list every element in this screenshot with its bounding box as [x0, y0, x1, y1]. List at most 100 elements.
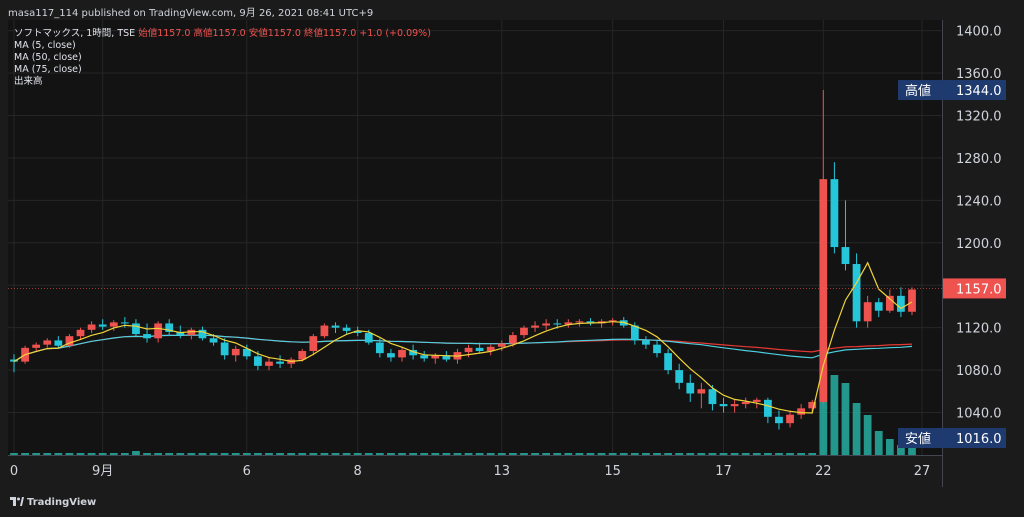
- volume-bar: [176, 453, 185, 455]
- candle-body: [309, 336, 318, 352]
- volume-bar: [497, 453, 506, 455]
- legend-volume[interactable]: 出来高: [14, 76, 43, 87]
- candle-body: [98, 324, 107, 327]
- volume-bar: [642, 453, 650, 455]
- candle-body: [797, 408, 806, 415]
- candle-body: [143, 334, 151, 339]
- volume-bar: [520, 453, 528, 455]
- volume-bar: [797, 453, 806, 455]
- volume-bar: [309, 453, 318, 455]
- x-tick-label: 22: [815, 464, 832, 479]
- candle-body: [897, 295, 905, 312]
- candle-body: [464, 347, 473, 353]
- ma5-line: [13, 261, 913, 414]
- candle-body: [54, 340, 63, 346]
- volume-bar: [187, 453, 196, 455]
- candle-body: [752, 399, 761, 402]
- y-tick-label: 1400.0: [956, 25, 1002, 40]
- volume-bar: [453, 453, 462, 455]
- brand-name: TradingView: [27, 497, 97, 508]
- volume-bar: [409, 453, 417, 455]
- volume-bar: [464, 453, 473, 455]
- last-price-badge: [943, 278, 1006, 299]
- candle-body: [32, 344, 41, 348]
- hl-badge: [898, 428, 1006, 449]
- footer-bar: TradingView: [0, 487, 1024, 517]
- candle-body: [431, 355, 440, 359]
- y-tick-label: 1280.0: [956, 152, 1002, 167]
- volume-bar: [65, 453, 74, 455]
- time-axis-background: [8, 455, 942, 487]
- candle-body: [509, 335, 517, 344]
- hl-name: 安値: [905, 431, 931, 447]
- candle-body: [708, 389, 717, 405]
- candle-body: [908, 289, 916, 312]
- volume-bar: [697, 453, 706, 455]
- volume-bar: [830, 375, 839, 455]
- volume-bar: [43, 453, 52, 455]
- volume-bar: [819, 365, 828, 455]
- ohlc-values: 始値1157.0 高値1157.0 安値1157.0 終値1157.0 +1.0…: [138, 28, 431, 39]
- volume-bar: [54, 453, 63, 455]
- candle-body: [686, 382, 695, 394]
- candle-body: [808, 401, 817, 409]
- volume-bar: [242, 453, 251, 455]
- volume-bar: [76, 453, 85, 455]
- symbol-label[interactable]: ソフトマックス, 1時間, TSE: [14, 28, 136, 39]
- volume-bar: [254, 453, 262, 455]
- candle-body: [553, 323, 562, 325]
- volume-bar: [509, 453, 517, 455]
- candle-body: [220, 342, 229, 356]
- legend-ma5[interactable]: MA (5, close): [14, 40, 76, 51]
- candle-body: [198, 329, 207, 339]
- price-chart[interactable]: 1400.01360.01320.01280.01240.01200.01160…: [8, 20, 1016, 487]
- volume-bar: [21, 453, 29, 455]
- tradingview-brand[interactable]: TradingView: [10, 497, 96, 508]
- publisher-bar: masa117_114 published on TradingView.com…: [0, 0, 1024, 20]
- candle-body: [375, 342, 384, 354]
- y-tick-label: 1320.0: [956, 109, 1002, 124]
- candle-body: [520, 327, 528, 336]
- volume-bar: [908, 447, 916, 455]
- y-tick-label: 1080.0: [956, 364, 1002, 379]
- candle-body: [819, 179, 828, 402]
- volume-bar: [863, 415, 872, 455]
- volume-bar: [730, 453, 739, 455]
- volume-bar: [786, 453, 794, 455]
- candle-body: [564, 322, 573, 325]
- candle-body: [874, 302, 883, 311]
- candle-body: [852, 264, 861, 322]
- candle-body: [885, 295, 894, 311]
- volume-bar: [298, 453, 307, 455]
- volume-bar: [442, 453, 451, 455]
- candle-body: [398, 349, 406, 358]
- candle-body: [409, 349, 417, 356]
- volume-bar: [398, 453, 406, 455]
- volume-bar: [653, 453, 661, 455]
- volume-bar: [331, 453, 340, 455]
- volume-bar: [87, 453, 96, 455]
- candle-body: [719, 404, 728, 407]
- legend-ma75[interactable]: MA (75, close): [14, 64, 82, 75]
- candle-body: [10, 359, 18, 362]
- candle-body: [730, 404, 739, 407]
- volume-bar: [752, 453, 761, 455]
- candle-body: [841, 247, 850, 265]
- tradingview-logo-icon: [10, 497, 24, 506]
- candle-body: [420, 355, 429, 359]
- candle-body: [763, 399, 772, 417]
- legend-ma50[interactable]: MA (50, close): [14, 52, 82, 63]
- volume-bar: [486, 453, 495, 455]
- chart-legend: ソフトマックス, 1時間, TSE 始値1157.0 高値1157.0 安値11…: [14, 28, 431, 88]
- hl-value: 1016.0: [956, 432, 1002, 447]
- candle-body: [176, 331, 185, 336]
- volume-bar: [276, 453, 284, 455]
- candle-body: [387, 353, 395, 358]
- volume-bar: [553, 453, 562, 455]
- volume-bar: [619, 453, 628, 455]
- candle-body: [242, 348, 251, 357]
- volume-bar: [608, 453, 617, 455]
- y-tick-label: 1120.0: [956, 322, 1002, 337]
- candle-body: [786, 414, 794, 424]
- volume-bar: [708, 453, 717, 455]
